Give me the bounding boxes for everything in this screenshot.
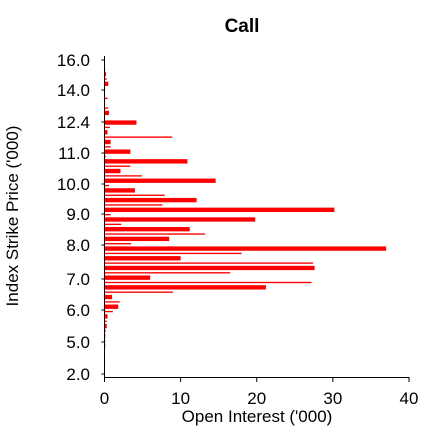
- bar: [104, 236, 170, 242]
- bar: [104, 291, 174, 293]
- y-tick-label: 5.0: [66, 333, 90, 352]
- chart-title: Call: [225, 16, 260, 37]
- x-tick-label: 20: [247, 389, 266, 408]
- bar: [104, 265, 315, 271]
- bar: [104, 175, 142, 177]
- bar: [104, 207, 335, 212]
- bar: [104, 107, 109, 109]
- bar: [104, 136, 173, 138]
- x-tick-label: 40: [400, 389, 419, 408]
- bar: [104, 71, 107, 77]
- bar: [104, 168, 121, 174]
- bar: [104, 272, 231, 274]
- bar: [104, 146, 111, 148]
- bar: [104, 310, 113, 313]
- bar: [104, 78, 107, 80]
- bar: [104, 110, 110, 116]
- x-axis-label: Open Interest ('000): [182, 407, 333, 426]
- bar: [104, 223, 122, 226]
- y-tick-label: 8.0: [66, 236, 90, 255]
- y-tick-label: 12.4: [57, 113, 90, 132]
- bar: [104, 126, 110, 129]
- bar: [104, 281, 312, 284]
- bars-group: [104, 68, 387, 361]
- bar: [104, 243, 132, 245]
- y-tick-label: 6.0: [66, 301, 90, 320]
- x-tick-label: 10: [171, 389, 190, 408]
- y-axis-label: Index Strike Price ('000): [3, 126, 22, 307]
- y-tick-label: 2.0: [66, 365, 90, 384]
- bar: [104, 194, 165, 196]
- bar: [104, 320, 107, 322]
- bar: [104, 213, 111, 216]
- x-ticks: 0 10 20 30 40: [100, 377, 419, 408]
- bar: [104, 314, 108, 319]
- bar: [104, 178, 216, 183]
- y-tick-label: 11.0: [58, 144, 90, 163]
- bar: [104, 262, 314, 264]
- x-tick-label: 30: [323, 389, 342, 408]
- bar: [104, 275, 151, 280]
- bar: [104, 285, 266, 290]
- y-tick-label: 7.0: [66, 270, 90, 289]
- bar: [104, 233, 205, 235]
- bar: [104, 227, 190, 232]
- y-tick-label: 16.0: [57, 51, 90, 70]
- bar: [104, 149, 131, 154]
- bar: [104, 120, 137, 125]
- bar: [104, 184, 110, 187]
- bar: [104, 139, 111, 145]
- bar: [104, 246, 387, 251]
- bar: [104, 81, 109, 86]
- bar: [104, 256, 181, 261]
- bar: [104, 197, 197, 203]
- y-tick-label: 9.0: [66, 205, 90, 224]
- bar: [104, 159, 188, 164]
- bar: [104, 252, 242, 255]
- bar: [104, 294, 113, 300]
- bar: [104, 204, 163, 206]
- x-tick-label: 0: [100, 389, 109, 408]
- bar: [104, 301, 120, 303]
- bar: [104, 330, 107, 332]
- bar: [104, 165, 131, 167]
- bar: [104, 155, 107, 158]
- y-ticks: 2.0 5.0 6.0 7.0 8.0 9.0 10.0 11.0 12.4 14.0 16.0: [57, 51, 105, 384]
- bar: [104, 217, 256, 222]
- bar: [104, 188, 135, 193]
- bar: [104, 323, 107, 329]
- bar: [104, 130, 108, 135]
- y-tick-label: 14.0: [57, 81, 90, 100]
- bar: [104, 97, 108, 100]
- bar: [104, 304, 119, 309]
- y-tick-label: 10.0: [57, 175, 90, 194]
